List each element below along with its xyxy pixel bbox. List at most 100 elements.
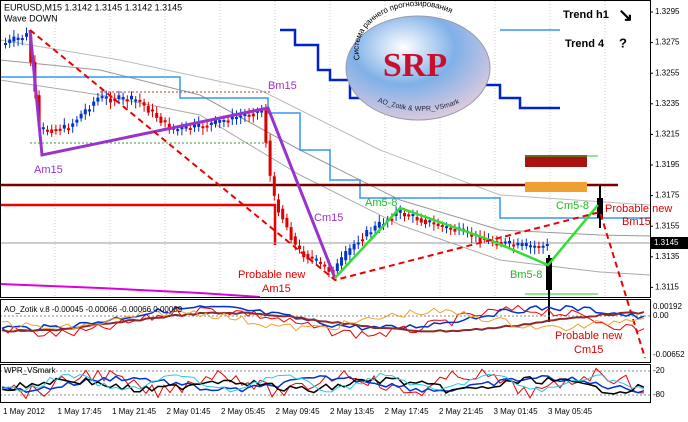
candle-body	[235, 117, 238, 120]
price-label: 1.3235	[655, 99, 680, 108]
candle-body	[398, 209, 402, 213]
trend-label: Trend 4	[565, 38, 605, 50]
time-label: 3 May 01:45	[494, 407, 539, 416]
wave-label: Cm15	[314, 212, 343, 224]
candle-body	[478, 236, 482, 242]
candle-body	[134, 99, 138, 102]
price-label: 1.3215	[655, 130, 680, 139]
logo-name: SRP	[383, 47, 447, 84]
ao-title: AO_Zotik v.8 -0.00045 -0.00066 -0.00066 …	[4, 305, 183, 314]
zone-box	[525, 182, 587, 192]
candle-body	[146, 105, 150, 113]
candle-body	[508, 240, 511, 244]
wpr-tick: -80	[653, 390, 665, 399]
candle-body	[520, 243, 524, 246]
time-label: 2 May 17:45	[385, 407, 430, 416]
candle-body	[411, 214, 415, 217]
price-label: 1.3195	[655, 160, 680, 169]
candle-body	[142, 102, 146, 106]
candle-body	[428, 220, 432, 223]
candle-body	[113, 98, 117, 101]
candle-body	[163, 120, 167, 123]
time-label: 1 May 2012	[3, 407, 45, 416]
candle-body	[348, 248, 352, 255]
wpr-line	[1, 375, 645, 394]
candle-body	[272, 176, 276, 196]
candle-body	[369, 232, 373, 235]
candle-body	[432, 222, 436, 225]
wave-label: Am5-8	[365, 197, 397, 209]
ma-line	[0, 283, 261, 298]
forecast-label: Cm15	[574, 344, 603, 356]
candle-body	[226, 120, 230, 123]
candle-body	[58, 128, 62, 131]
candle-body	[445, 226, 448, 229]
candle-body	[361, 239, 364, 242]
wave-label: Cm5-8	[556, 200, 589, 212]
candle-body	[533, 245, 537, 248]
candle-body	[499, 241, 503, 245]
candle-body	[545, 244, 549, 247]
candle-body	[415, 216, 419, 221]
candle-body	[440, 225, 444, 228]
candle-body	[529, 245, 532, 248]
time-label: 1 May 21:45	[112, 407, 157, 416]
candle-body	[419, 218, 423, 223]
candle-body	[264, 110, 268, 143]
candle-body	[541, 245, 545, 248]
price-label: 1.3175	[655, 191, 680, 200]
level-line	[0, 76, 650, 219]
candle-body	[503, 241, 507, 244]
candle-body	[41, 127, 45, 130]
candle-body	[285, 217, 289, 228]
trend-icon: ?	[619, 35, 627, 50]
candle-body	[159, 116, 163, 123]
candle-body	[377, 221, 381, 228]
ma-line	[0, 79, 651, 276]
candle-body	[71, 123, 75, 127]
candle-body	[184, 125, 188, 129]
ma-line	[0, 59, 651, 237]
candle-body	[512, 244, 516, 247]
wave-label: Am15	[34, 164, 63, 176]
time-label: 2 May 01:45	[167, 407, 212, 416]
ao-tick: 0.00192	[653, 302, 682, 311]
level-line	[280, 28, 560, 110]
candle-body	[79, 113, 83, 119]
time-label: 3 May 05:45	[548, 407, 593, 416]
price-label: 1.3295	[655, 7, 680, 16]
candle-body	[54, 129, 58, 132]
forecast-line	[29, 29, 646, 359]
wpr-title: WPR_VSmark	[4, 366, 57, 375]
candle-body	[201, 126, 205, 129]
candle-body	[209, 122, 213, 126]
candle-body	[218, 120, 222, 123]
current-price: 1.3145	[654, 238, 679, 247]
candle-body	[281, 208, 285, 220]
time-label: 1 May 17:45	[58, 407, 103, 416]
candle-body	[151, 109, 154, 112]
forecast-label: Bm15	[622, 216, 651, 228]
candle-body	[298, 245, 301, 250]
candle-body	[289, 227, 293, 241]
wpr-tick: -20	[653, 366, 665, 375]
candle-body	[277, 199, 280, 213]
candle-body	[365, 230, 369, 237]
ao-tick: -0.00652	[653, 350, 685, 359]
candle-body	[344, 251, 348, 261]
candle-body	[20, 38, 24, 41]
candle-body	[537, 246, 541, 248]
chart-layer	[0, 1, 688, 400]
candle-body	[167, 123, 171, 131]
candle-body	[327, 267, 331, 272]
time-label: 2 May 13:45	[330, 407, 375, 416]
candle-body	[193, 123, 196, 128]
main-panel	[0, 0, 651, 298]
candle-body	[155, 113, 159, 118]
candle-body	[268, 140, 272, 176]
forecast-label: Probable new	[238, 269, 305, 281]
trend-icon: ↘	[618, 5, 633, 25]
candle-body	[205, 125, 209, 128]
